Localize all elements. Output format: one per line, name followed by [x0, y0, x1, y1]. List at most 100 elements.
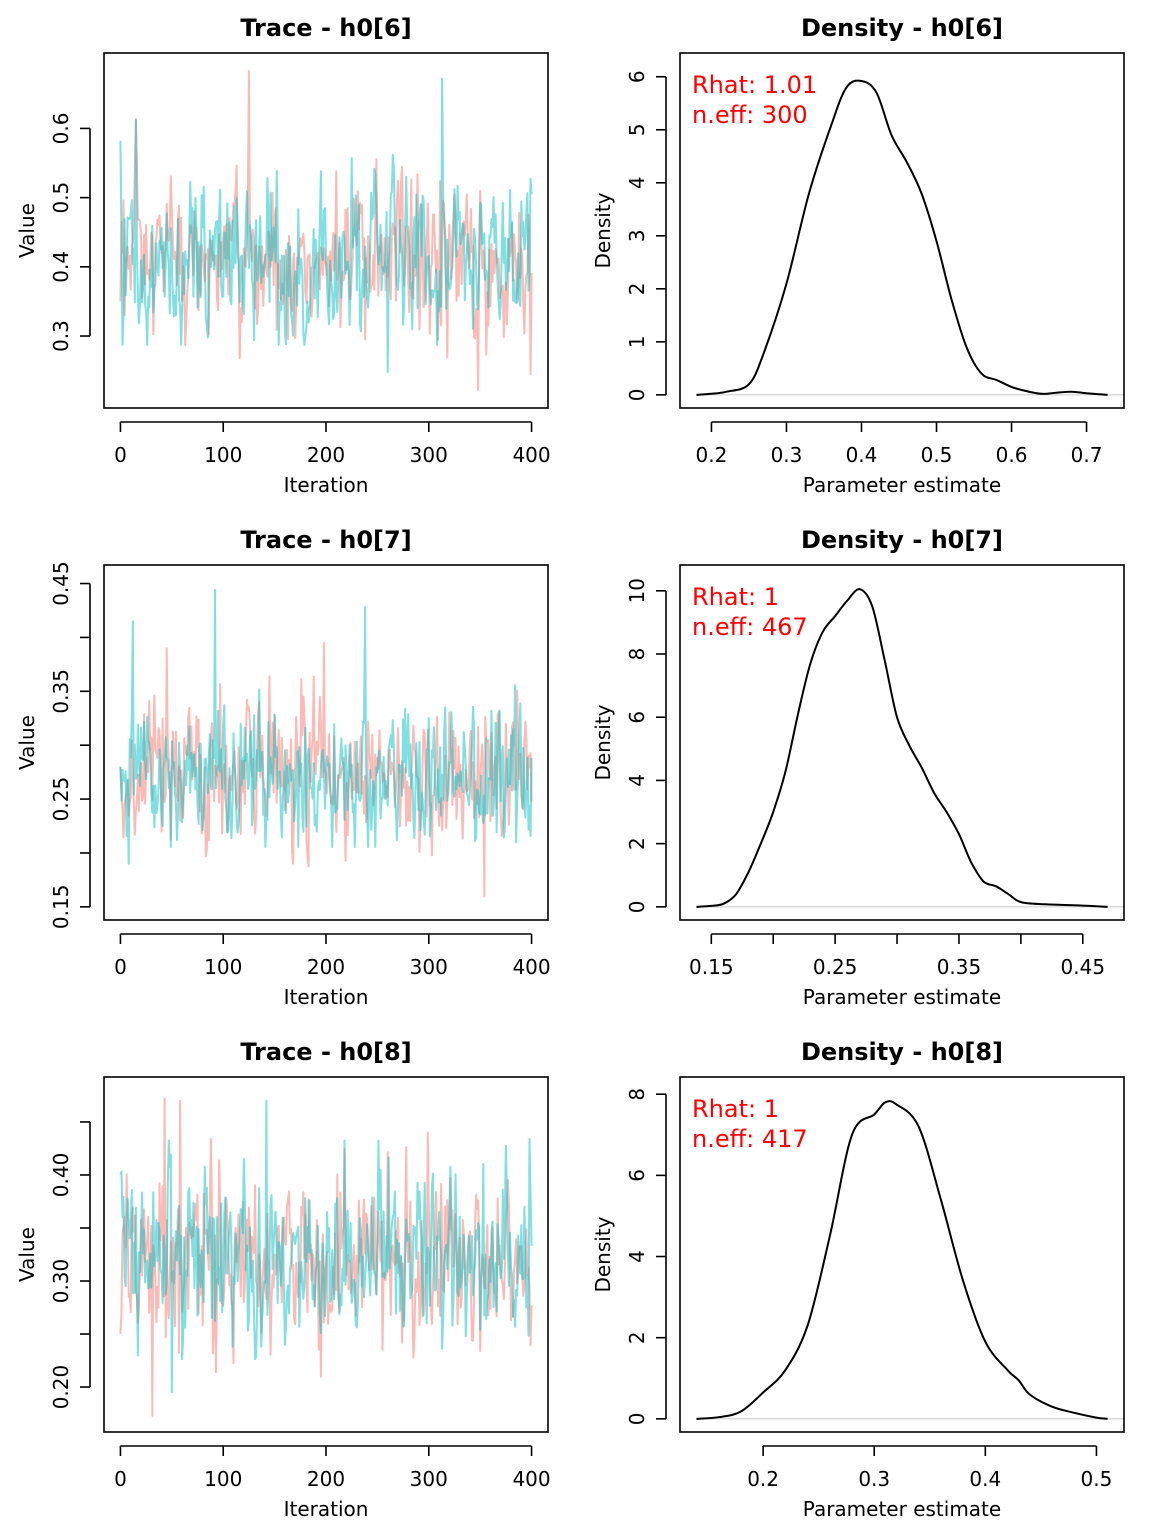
- x-axis-label: Iteration: [284, 473, 369, 497]
- panel-3: Trace - h0[7] 0 100 200 300 400 Iteration 0.15 0…: [15, 526, 551, 1009]
- x-tick-label: 0.3: [858, 1467, 890, 1491]
- y-tick-label: 2: [625, 837, 649, 850]
- y-tick-label: 6: [625, 70, 649, 83]
- x-tick-label: 400: [512, 955, 550, 979]
- y-tick-label: 4: [625, 1250, 649, 1263]
- rhat-annotation: Rhat: 1.01: [692, 71, 817, 99]
- plot-area: [119, 1097, 533, 1417]
- x-axis-label: Parameter estimate: [803, 985, 1001, 1009]
- chain-2-trace: [119, 77, 533, 373]
- density-curve: [696, 1100, 1108, 1420]
- y-tick-label: 0.15: [49, 885, 73, 930]
- panel-2: Density - h0[6] Rhat: 1.01n.eff: 300 0.2 0.…: [591, 14, 1125, 497]
- x-tick-label: 0.2: [696, 443, 728, 467]
- plot-frame: [103, 52, 549, 409]
- y-tick-label: 0.45: [49, 561, 73, 606]
- panel-title: Trace - h0[8]: [240, 1038, 411, 1066]
- chain-2-trace: [119, 1099, 533, 1394]
- y-axis-label: Value: [15, 1227, 39, 1282]
- x-tick-label: 300: [410, 443, 448, 467]
- x-tick-label: 0.3: [771, 443, 803, 467]
- rhat-annotation: Rhat: 1: [692, 1095, 779, 1123]
- neff-annotation: n.eff: 467: [692, 613, 808, 641]
- y-tick-label: 0.30: [49, 1259, 73, 1304]
- panel-title: Density - h0[8]: [801, 1038, 1003, 1066]
- x-tick-label: 0: [114, 443, 127, 467]
- panel-1: Trace - h0[6] 0 100 200 300 400 Iteration 0.3 0.…: [15, 14, 551, 497]
- x-tick-label: 0.25: [813, 955, 858, 979]
- y-tick-label: 6: [625, 711, 649, 724]
- neff-annotation: n.eff: 300: [692, 101, 808, 129]
- x-tick-label: 100: [204, 955, 242, 979]
- x-tick-label: 0.2: [747, 1467, 779, 1491]
- y-axis-label: Density: [591, 704, 615, 780]
- x-tick-label: 0.5: [1081, 1467, 1113, 1491]
- x-tick-label: 400: [512, 1467, 550, 1491]
- x-tick-label: 0.4: [846, 443, 878, 467]
- y-tick-label: 6: [625, 1169, 649, 1182]
- x-tick-label: 200: [307, 443, 345, 467]
- y-axis-label: Value: [15, 715, 39, 770]
- x-tick-label: 200: [307, 955, 345, 979]
- x-tick-label: 0: [114, 1467, 127, 1491]
- x-tick-label: 0.5: [921, 443, 953, 467]
- plot-area: [696, 79, 1124, 396]
- y-tick-label: 10: [625, 578, 649, 603]
- y-axis-label: Value: [15, 203, 39, 258]
- x-tick-label: 0.15: [689, 955, 734, 979]
- rhat-annotation: Rhat: 1: [692, 583, 779, 611]
- x-tick-label: 0.7: [1071, 443, 1103, 467]
- y-axis-label: Density: [591, 1216, 615, 1292]
- x-tick-label: 400: [512, 443, 550, 467]
- plot-frame: [679, 564, 1125, 921]
- y-tick-label: 5: [625, 123, 649, 136]
- y-tick-label: 3: [625, 229, 649, 242]
- x-tick-label: 0.45: [1061, 955, 1106, 979]
- y-tick-label: 0: [625, 900, 649, 913]
- x-tick-label: 100: [204, 443, 242, 467]
- plot-frame: [679, 52, 1125, 409]
- y-tick-label: 0.35: [49, 669, 73, 714]
- x-axis-label: Iteration: [284, 1497, 369, 1521]
- plot-frame: [103, 1076, 549, 1433]
- plot-area: [119, 70, 533, 391]
- neff-annotation: n.eff: 417: [692, 1125, 808, 1153]
- x-tick-label: 0.35: [937, 955, 982, 979]
- x-tick-label: 0: [114, 955, 127, 979]
- x-tick-label: 300: [410, 955, 448, 979]
- panel-title: Trace - h0[6]: [240, 14, 411, 42]
- y-tick-label: 0.5: [49, 182, 73, 214]
- x-axis-label: Parameter estimate: [803, 473, 1001, 497]
- plot-area: [696, 1100, 1124, 1420]
- y-tick-label: 0: [625, 388, 649, 401]
- y-tick-label: 0.25: [49, 777, 73, 822]
- y-tick-label: 0.40: [49, 1153, 73, 1198]
- x-tick-label: 100: [204, 1467, 242, 1491]
- y-tick-label: 8: [625, 1088, 649, 1101]
- plot-frame: [679, 1076, 1125, 1433]
- panel-title: Trace - h0[7]: [240, 526, 411, 554]
- y-tick-label: 0.4: [49, 251, 73, 283]
- plot-area: [119, 589, 533, 898]
- y-tick-label: 8: [625, 648, 649, 661]
- chain-2-trace: [119, 589, 533, 865]
- y-tick-label: 0.6: [49, 113, 73, 145]
- x-axis-label: Iteration: [284, 985, 369, 1009]
- panel-4: Density - h0[7] Rhat: 1n.eff: 467 0.15 0.25…: [591, 526, 1125, 1009]
- density-curve: [696, 79, 1108, 396]
- y-tick-label: 2: [625, 1331, 649, 1344]
- y-tick-label: 0: [625, 1412, 649, 1425]
- y-tick-label: 4: [625, 774, 649, 787]
- y-axis-label: Density: [591, 192, 615, 268]
- y-tick-label: 0.20: [49, 1365, 73, 1410]
- y-tick-label: 0.3: [49, 320, 73, 352]
- x-tick-label: 300: [410, 1467, 448, 1491]
- plot-frame: [103, 564, 549, 921]
- panel-title: Density - h0[6]: [801, 14, 1003, 42]
- x-tick-label: 0.4: [969, 1467, 1001, 1491]
- plot-area: [696, 588, 1124, 908]
- panel-6: Density - h0[8] Rhat: 1n.eff: 417 0.2 0.3 0.…: [591, 1038, 1125, 1521]
- panel-5: Trace - h0[8] 0 100 200 300 400 Iteration 0.20 0…: [15, 1038, 551, 1521]
- x-axis-label: Parameter estimate: [803, 1497, 1001, 1521]
